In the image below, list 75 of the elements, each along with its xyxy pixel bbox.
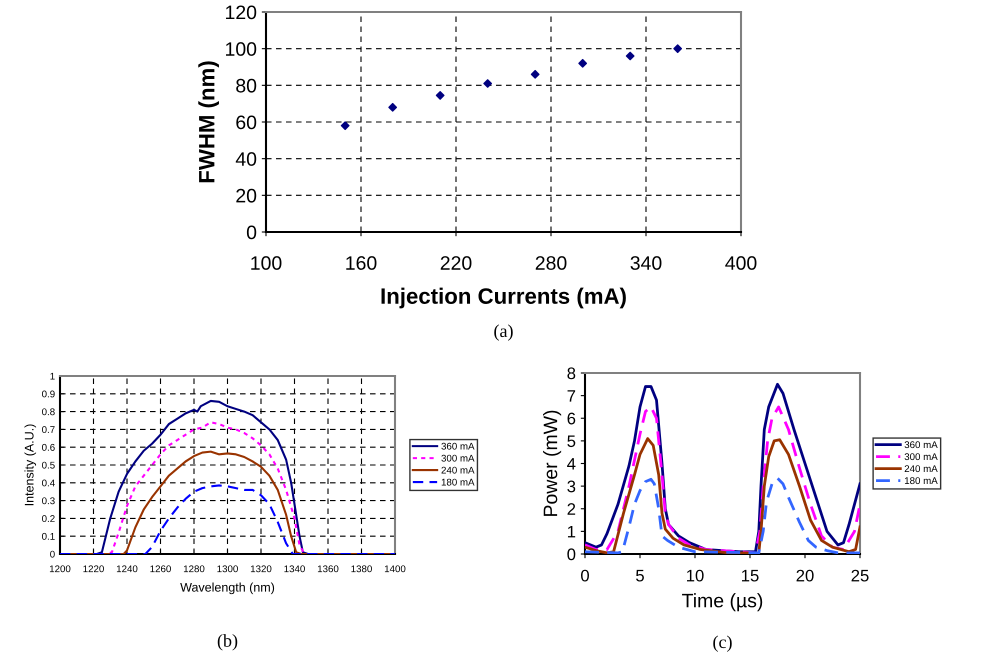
- x-tick-label: 10: [687, 570, 704, 582]
- y-tick-label: 0.1: [42, 532, 55, 540]
- text: (c): [713, 635, 732, 652]
- x-tick-label: 340: [630, 256, 662, 270]
- point: [483, 79, 492, 88]
- legend-label: 360 mA: [904, 441, 938, 448]
- x-axis-title: Time (µs): [682, 593, 762, 612]
- y-tick-label: 0.5: [42, 462, 55, 469]
- y-axis-title: FWHM (nm): [198, 61, 219, 182]
- y-tick-label: 4: [567, 458, 576, 470]
- x-tick-label: 1320: [250, 565, 272, 572]
- x-tick-label: 1240: [116, 565, 138, 572]
- y-tick-label: 1: [50, 372, 55, 380]
- legend-label: 300 mA: [441, 454, 475, 462]
- point: [388, 102, 398, 112]
- point: [673, 44, 682, 54]
- y-tick-label: 1: [568, 526, 576, 538]
- legend-label: 180 mA: [904, 477, 938, 484]
- x-axis-title: Wavelength (nm): [180, 582, 274, 594]
- x-tick-label: 220: [440, 256, 472, 270]
- legend-label: 240 mA: [442, 466, 475, 474]
- y-tick-label: 0.8: [42, 408, 55, 416]
- y-tick-label: 40: [236, 152, 256, 166]
- y-tick-label: 3: [567, 480, 576, 492]
- y-tick-label: 0.4: [42, 480, 55, 486]
- y-tick-label: 20: [236, 188, 256, 203]
- text: (a): [494, 324, 513, 341]
- y-tick-label: 0.2: [42, 515, 55, 522]
- x-tick-label: 1340: [284, 565, 305, 572]
- y-tick-label: 0.9: [42, 390, 55, 398]
- legend-label: 180 mA: [442, 478, 475, 486]
- y-tick-label: 0.3: [42, 497, 55, 504]
- y-tick-label: 5: [567, 435, 576, 448]
- y-tick-label: 2: [568, 503, 576, 515]
- point: [626, 52, 635, 60]
- point: [340, 121, 350, 130]
- x-tick-label: 1300: [217, 565, 238, 572]
- x-axis-title: Injection Currents (mA): [382, 288, 626, 308]
- y-axis-title: Power (mW): [543, 410, 562, 516]
- y-tick-label: 80: [236, 78, 256, 93]
- x-tick-label: 400: [725, 256, 756, 270]
- point: [436, 91, 445, 100]
- x-tick-label: 160: [346, 256, 376, 270]
- x-tick-label: 0: [581, 570, 589, 582]
- x-tick-label: 25: [852, 570, 869, 582]
- x-tick-label: 1220: [83, 565, 104, 572]
- y-tick-label: 8: [567, 367, 576, 380]
- x-tick-label: 1260: [150, 565, 171, 572]
- x-tick-label: 15: [742, 570, 759, 582]
- legend-label: 300 mA: [904, 453, 938, 460]
- y-tick-label: 0: [246, 225, 256, 240]
- y-axis-title: Intensity (A.U.): [24, 424, 36, 506]
- y-tick-label: 0.7: [42, 426, 55, 434]
- x-tick-label: 1380: [351, 565, 372, 572]
- x-tick-label: 1280: [184, 565, 204, 572]
- y-tick-label: 0.6: [42, 444, 55, 451]
- legend-label: 240 mA: [904, 465, 938, 472]
- x-tick-label: 20: [796, 570, 814, 582]
- y-tick-label: 7: [568, 390, 576, 402]
- point: [530, 70, 540, 79]
- y-tick-label: 60: [236, 115, 256, 130]
- x-tick-label: 100: [251, 256, 282, 270]
- text: (b): [218, 634, 238, 650]
- x-tick-label: 1200: [50, 565, 70, 572]
- x-tick-label: 280: [536, 256, 566, 270]
- y-tick-label: 100: [226, 42, 256, 56]
- x-tick-label: 1400: [384, 565, 406, 572]
- x-tick-label: 5: [636, 570, 644, 582]
- y-tick-label: 6: [568, 412, 576, 424]
- legend-label: 360 mA: [441, 442, 475, 450]
- y-tick-label: 0: [567, 548, 576, 560]
- y-tick-label: 0: [50, 550, 55, 558]
- point: [578, 58, 588, 68]
- x-tick-label: 1360: [318, 565, 338, 572]
- y-tick-label: 120: [226, 5, 256, 20]
